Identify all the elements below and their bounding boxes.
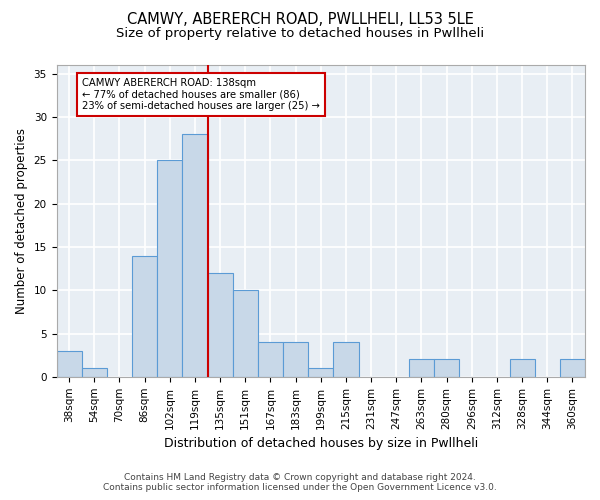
- Text: Size of property relative to detached houses in Pwllheli: Size of property relative to detached ho…: [116, 28, 484, 40]
- Bar: [132, 256, 157, 377]
- Bar: [182, 134, 208, 377]
- Text: CAMWY, ABERERCH ROAD, PWLLHELI, LL53 5LE: CAMWY, ABERERCH ROAD, PWLLHELI, LL53 5LE: [127, 12, 473, 28]
- Bar: [82, 368, 107, 377]
- Bar: [409, 360, 434, 377]
- Bar: [283, 342, 308, 377]
- Bar: [334, 342, 359, 377]
- Text: CAMWY ABERERCH ROAD: 138sqm
← 77% of detached houses are smaller (86)
23% of sem: CAMWY ABERERCH ROAD: 138sqm ← 77% of det…: [82, 78, 320, 111]
- Bar: [56, 351, 82, 377]
- Bar: [233, 290, 258, 377]
- Bar: [308, 368, 334, 377]
- X-axis label: Distribution of detached houses by size in Pwllheli: Distribution of detached houses by size …: [164, 437, 478, 450]
- Bar: [157, 160, 182, 377]
- Bar: [560, 360, 585, 377]
- Bar: [509, 360, 535, 377]
- Bar: [208, 273, 233, 377]
- Bar: [434, 360, 459, 377]
- Text: Contains HM Land Registry data © Crown copyright and database right 2024.
Contai: Contains HM Land Registry data © Crown c…: [103, 473, 497, 492]
- Y-axis label: Number of detached properties: Number of detached properties: [15, 128, 28, 314]
- Bar: [258, 342, 283, 377]
